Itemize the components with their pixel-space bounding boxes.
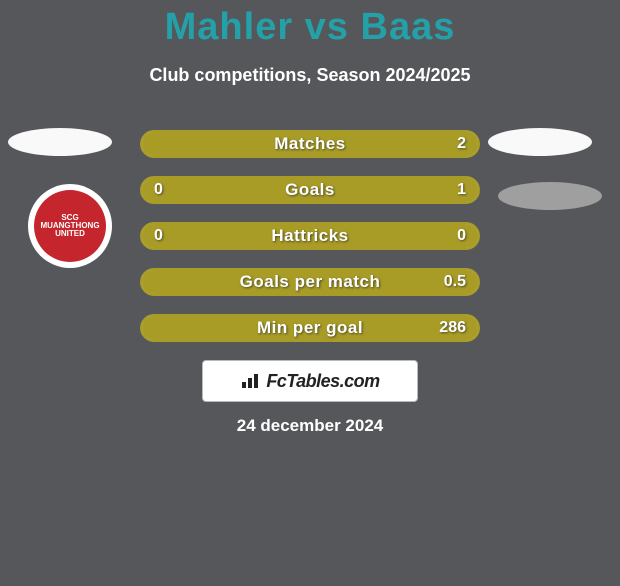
stat-value-left: 0 — [154, 224, 163, 248]
stat-value-right: 0.5 — [444, 270, 466, 294]
right-ellipse-bottom — [498, 182, 602, 210]
stat-value-left: 0 — [154, 178, 163, 202]
brand-text: FcTables.com — [266, 371, 379, 392]
team-badge-left: SCG MUANGTHONG UNITED — [28, 184, 112, 268]
stat-value-right: 0 — [457, 224, 466, 248]
comparison-bars: Matches2Goals01Hattricks00Goals per matc… — [140, 130, 480, 360]
stat-row: Matches2 — [140, 130, 480, 158]
stat-label: Min per goal — [142, 316, 478, 340]
stat-label: Goals per match — [142, 270, 478, 294]
left-ellipse-top — [8, 128, 112, 156]
right-ellipse-top — [488, 128, 592, 156]
brand-box: FcTables.com — [202, 360, 418, 402]
page-title: Mahler vs Baas — [0, 6, 620, 49]
stat-row: Hattricks0 0 — [140, 222, 480, 250]
stat-label: Goals — [142, 178, 478, 202]
date-text: 24 december 2024 — [0, 416, 620, 436]
stat-value-right: 2 — [457, 132, 466, 156]
stat-row: Goals0 1 — [140, 176, 480, 204]
stat-label: Hattricks — [142, 224, 478, 248]
bars-icon — [240, 372, 262, 390]
stat-label: Matches — [142, 132, 478, 156]
stat-value-right: 286 — [439, 316, 466, 340]
team-badge-left-inner: SCG MUANGTHONG UNITED — [34, 190, 106, 262]
subtitle: Club competitions, Season 2024/2025 — [0, 65, 620, 86]
stat-row: Goals per match0.5 — [140, 268, 480, 296]
stat-row: Min per goal286 — [140, 314, 480, 342]
team-badge-left-label: SCG MUANGTHONG UNITED — [34, 214, 106, 238]
stat-value-right: 1 — [457, 178, 466, 202]
